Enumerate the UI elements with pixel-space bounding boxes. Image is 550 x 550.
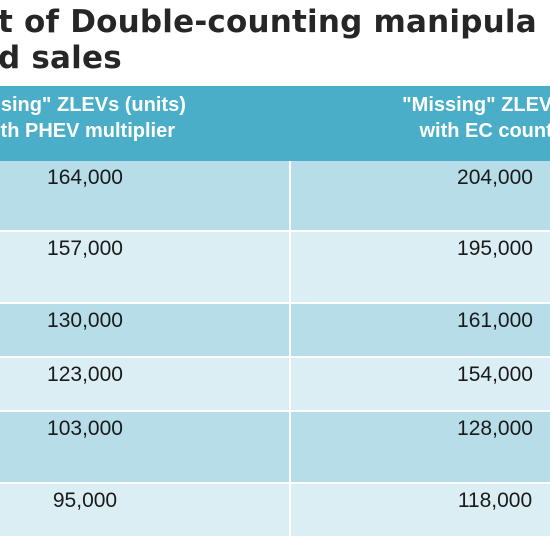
cell-phev: 157,000 [0,232,290,261]
table-row: 103,000 128,000 [0,412,550,484]
cell-phev: 130,000 [0,304,290,333]
cell-value: 164,000 [47,166,123,189]
table-row: 130,000 161,000 [0,304,550,358]
data-table: issing" ZLEVs (units) ith PHEV multiplie… [0,86,550,538]
cell-phev: 123,000 [0,358,290,387]
cell-ec: 154,000 [290,358,550,387]
header-cell-line: "Missing" ZLEVs (u [402,94,550,116]
cell-value: 130,000 [47,309,123,332]
header-cell-line: with EC countin [419,120,550,142]
header-cell-line: ith PHEV multiplier [0,120,176,142]
cell-phev: 164,000 [0,161,290,190]
header-cell-line: issing" ZLEVs (units) [0,94,186,116]
title-line-1: t of Double-counting manipula [0,4,537,40]
cell-value: 195,000 [457,237,533,260]
cell-value: 161,000 [457,309,533,332]
cell-value: 204,000 [457,166,533,189]
slide-title: t of Double-counting manipula d sales [0,0,550,86]
column-divider [289,161,291,538]
cell-value: 118,000 [457,489,533,512]
cell-phev: 103,000 [0,412,290,441]
title-line-2: d sales [0,40,122,76]
cell-value: 154,000 [457,363,533,386]
cell-ec: 195,000 [290,232,550,261]
cell-ec: 161,000 [290,304,550,333]
cell-ec: 128,000 [290,412,550,441]
cell-value: 95,000 [52,489,118,512]
table-row: 164,000 204,000 [0,161,550,232]
cell-value: 128,000 [457,417,533,440]
table-row: 95,000 118,000 [0,484,550,538]
header-ec-counting: "Missing" ZLEVs (u with EC countin [290,86,550,161]
cell-phev: 95,000 [0,484,290,513]
cell-value: 103,000 [47,417,123,440]
cell-ec: 204,000 [290,161,550,190]
cell-value: 123,000 [47,363,123,386]
table-row: 157,000 195,000 [0,232,550,304]
table-header: issing" ZLEVs (units) ith PHEV multiplie… [0,86,550,161]
cell-value: 157,000 [47,237,123,260]
header-phev-multiplier: issing" ZLEVs (units) ith PHEV multiplie… [0,86,290,161]
table-row: 123,000 154,000 [0,358,550,412]
cell-ec: 118,000 [290,484,550,513]
